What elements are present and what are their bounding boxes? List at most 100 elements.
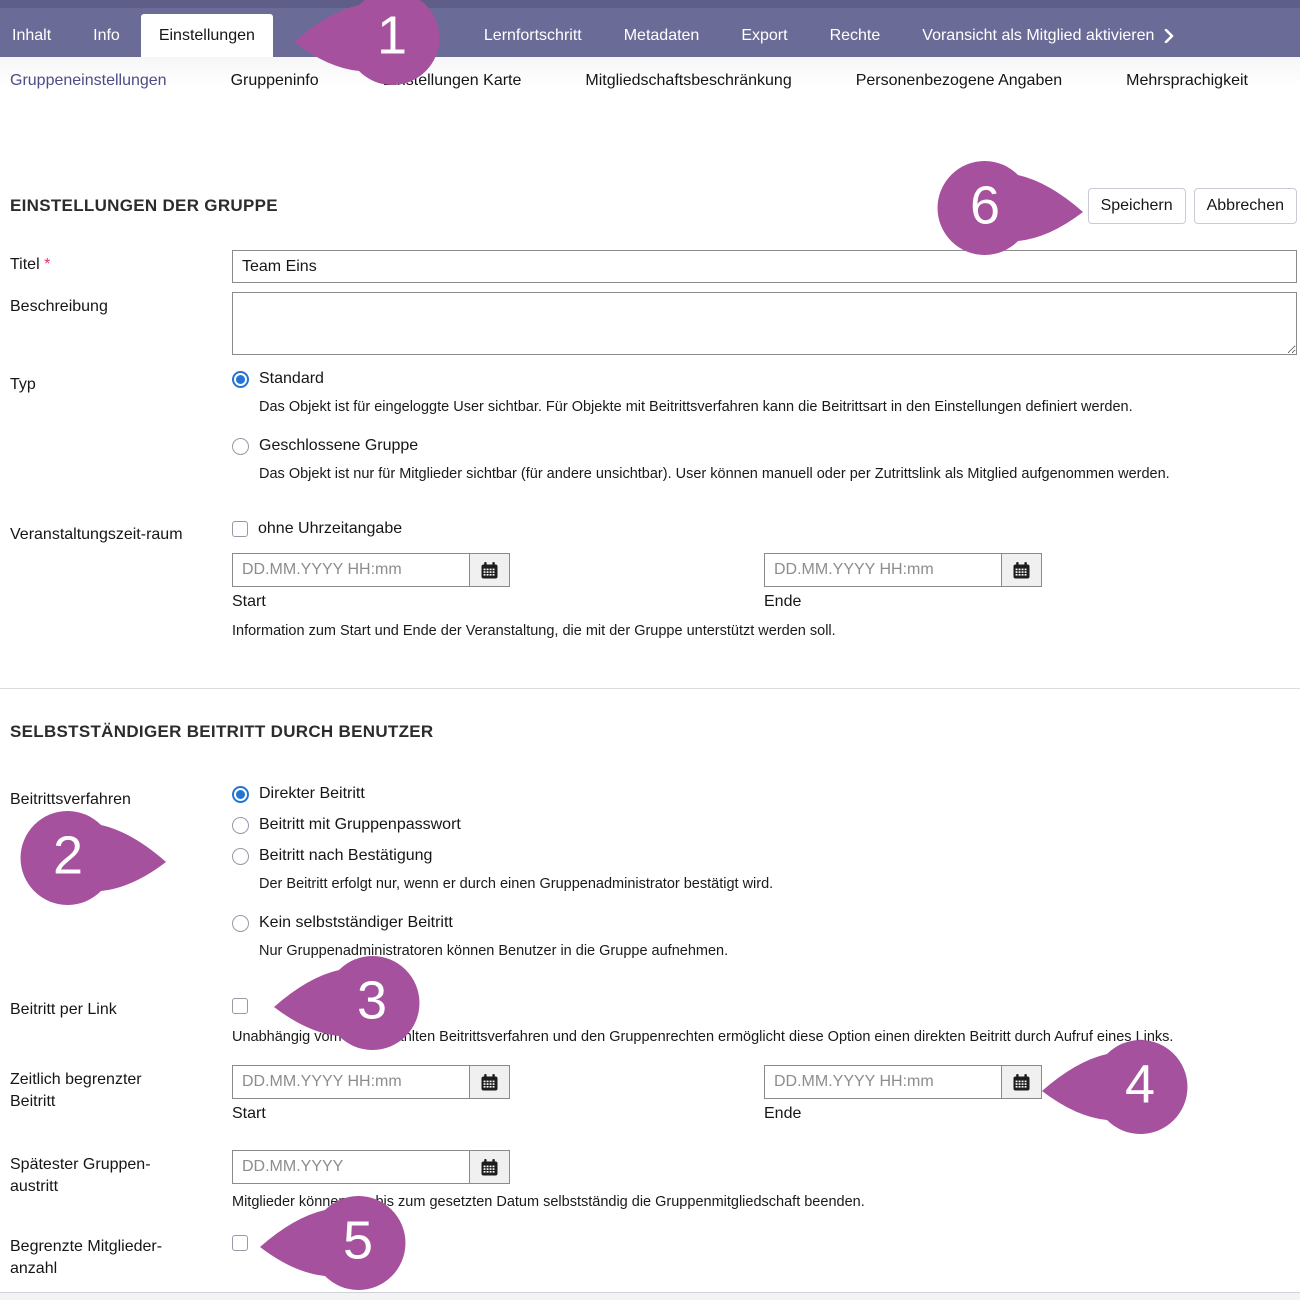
radio-standard-label[interactable]: Standard — [259, 370, 324, 387]
tab-einstellungen[interactable]: Einstellungen — [140, 14, 273, 57]
beitrittsverfahren-label: Beitrittsverfahren — [10, 791, 131, 808]
radio-nach-bestaetigung-label[interactable]: Beitritt nach Bestätigung — [259, 847, 433, 864]
beitritt-start-column: Start — [232, 1065, 510, 1123]
beitritt-ende-calendar-button[interactable] — [1001, 1066, 1041, 1098]
event-ende-date-input[interactable] — [765, 554, 1001, 586]
beitritt-per-link-label: Beitritt per Link — [10, 1001, 117, 1018]
radio-option-gruppenpasswort[interactable]: Beitritt mit Gruppenpasswort — [232, 816, 1297, 834]
beitritt-start-calendar-button[interactable] — [469, 1066, 509, 1098]
radio-option-direkter-beitritt[interactable]: Direkter Beitritt — [232, 785, 1297, 803]
radio-option-geschlossene-gruppe[interactable]: Geschlossene Gruppe — [232, 437, 1297, 455]
required-asterisk: * — [44, 256, 51, 273]
event-start-column: Start — [232, 553, 510, 611]
section-beitritt-title: SELBSTSTÄNDIGER BEITRITT DURCH BENUTZER — [10, 722, 434, 741]
event-start-caption: Start — [232, 593, 266, 610]
beitritt-per-link-checkbox[interactable] — [232, 998, 248, 1014]
event-ende-date-group — [764, 553, 1042, 587]
checkbox-option-ohne-uhrzeitangabe[interactable]: ohne Uhrzeitangabe — [232, 520, 1297, 538]
subtab-gruppeninfo[interactable]: Gruppeninfo — [230, 72, 319, 89]
austritt-calendar-button[interactable] — [469, 1151, 509, 1183]
radio-gruppenpasswort-label[interactable]: Beitritt mit Gruppenpasswort — [259, 816, 461, 833]
field-zeitlich-begrenzter-beitritt: Zeitlich begrenzter Beitritt Start — [10, 1065, 1297, 1123]
calendar-icon — [481, 1073, 498, 1090]
chevron-right-icon — [1164, 28, 1174, 43]
beitritt-ende-column: Ende — [764, 1065, 1042, 1123]
calendar-icon — [481, 561, 498, 578]
subtab-einstellungen-karte[interactable]: Einstellungen Karte — [382, 72, 522, 89]
beitritt-start-date-input[interactable] — [233, 1066, 469, 1098]
radio-gruppenpasswort[interactable] — [232, 816, 249, 834]
tab-inhalt[interactable]: Inhalt — [12, 26, 52, 44]
austritt-date-input[interactable] — [233, 1151, 469, 1183]
tab-voransicht-label: Voransicht als Mitglied aktivieren — [922, 26, 1155, 44]
tab-export[interactable]: Export — [741, 26, 788, 44]
zeitlich-begrenzter-beitritt-label: Zeitlich begrenzter Beitritt — [10, 1071, 142, 1110]
begrenzte-mitgliederanzahl-checkbox[interactable] — [232, 1235, 248, 1251]
radio-geschlossene-gruppe[interactable] — [232, 437, 249, 455]
tab-info[interactable]: Info — [93, 26, 120, 44]
radio-option-nach-bestaetigung[interactable]: Beitritt nach Bestätigung — [232, 847, 1297, 865]
beitritt-start-date-group — [232, 1065, 510, 1099]
austritt-date-group — [232, 1150, 510, 1184]
veranstaltungszeitraum-byline: Information zum Start und Ende der Veran… — [232, 623, 836, 639]
calendar-icon — [481, 1158, 498, 1175]
event-start-calendar-button[interactable] — [469, 554, 509, 586]
subtab-gruppeneinstellungen[interactable]: Gruppeneinstellungen — [10, 72, 167, 89]
radio-kein-beitritt-label[interactable]: Kein selbstständiger Beitritt — [259, 914, 453, 932]
radio-geschlossene-gruppe-description: Das Objekt ist nur für Mitglieder sichtb… — [259, 466, 1170, 483]
titel-label: Titel * — [10, 256, 51, 273]
radio-direkter-beitritt[interactable] — [232, 785, 249, 803]
field-spaetester-gruppenaustritt: Spätester Gruppen-austritt Mitglieder kö… — [10, 1150, 1297, 1212]
ohne-uhrzeitangabe-checkbox[interactable] — [232, 521, 248, 537]
beitritt-per-link-byline: Unabhängig vom ausgewählten Beitrittsver… — [232, 1029, 1174, 1045]
cancel-button[interactable]: Abbrechen — [1193, 188, 1297, 224]
veranstaltungszeitraum-label: Veranstaltungszeit-raum — [10, 526, 183, 543]
field-veranstaltungszeitraum: Veranstaltungszeit-raum ohne Uhrzeitanga… — [10, 520, 1297, 641]
section-beitritt-header: SELBSTSTÄNDIGER BEITRITT DURCH BENUTZER — [10, 714, 1297, 742]
field-titel: Titel * — [10, 250, 1297, 283]
radio-standard-description: Das Objekt ist für eingeloggte User sich… — [259, 399, 1133, 415]
tab-lernfortschritt[interactable]: Lernfortschritt — [483, 26, 582, 44]
tab-rechte[interactable]: Rechte — [829, 26, 881, 44]
ohne-uhrzeitangabe-label[interactable]: ohne Uhrzeitangabe — [258, 520, 403, 537]
subtab-mehrsprachigkeit[interactable]: Mehrsprachigkeit — [1126, 72, 1248, 89]
radio-kein-beitritt-description: Nur Gruppenadministratoren können Benutz… — [259, 943, 729, 960]
beitritt-ende-date-input[interactable] — [765, 1066, 1001, 1098]
sub-navigation: Gruppeneinstellungen Gruppeninfo Einstel… — [0, 57, 1300, 105]
tab-metadaten[interactable]: Metadaten — [623, 26, 700, 44]
tab-voransicht-als-mitglied[interactable]: Voransicht als Mitglied aktivieren — [901, 0, 1195, 57]
radio-geschlossene-gruppe-label[interactable]: Geschlossene Gruppe — [259, 437, 419, 455]
beschreibung-label: Beschreibung — [10, 298, 108, 315]
top-navigation: Inhalt Info Einstellungen Lernfortschrit… — [0, 0, 1300, 57]
radio-nach-bestaetigung[interactable] — [232, 847, 249, 865]
beitritt-ende-date-group — [764, 1065, 1042, 1099]
beitritt-start-caption: Start — [232, 1105, 266, 1122]
field-typ: Typ Standard Das Objekt ist für eingelog… — [10, 370, 1297, 505]
calendar-icon — [1013, 561, 1030, 578]
titel-input[interactable] — [232, 250, 1297, 283]
radio-nach-bestaetigung-description: Der Beitritt erfolgt nur, wenn er durch … — [259, 876, 774, 892]
subtab-personenbezogene-angaben[interactable]: Personenbezogene Angaben — [855, 72, 1063, 89]
radio-direkter-beitritt-label[interactable]: Direkter Beitritt — [259, 785, 365, 802]
beschreibung-textarea[interactable] — [232, 292, 1297, 355]
section-settings-header: EINSTELLUNGEN DER GRUPPE Speichern Abbre… — [10, 188, 1297, 224]
calendar-icon — [1013, 1073, 1030, 1090]
bottom-divider — [0, 1292, 1300, 1293]
event-start-date-input[interactable] — [233, 554, 469, 586]
radio-option-kein-beitritt[interactable]: Kein selbstständiger Beitritt — [232, 914, 1297, 932]
radio-option-standard[interactable]: Standard — [232, 370, 1297, 388]
beitritt-ende-caption: Ende — [764, 1105, 802, 1122]
subtab-mitgliedschaftsbeschraenkung[interactable]: Mitgliedschaftsbeschränkung — [585, 72, 792, 89]
field-begrenzte-mitgliederanzahl: Begrenzte Mitglieder-anzahl — [10, 1232, 1297, 1279]
event-ende-calendar-button[interactable] — [1001, 554, 1041, 586]
section-divider — [0, 688, 1300, 689]
section-settings-title: EINSTELLUNGEN DER GRUPPE — [10, 196, 278, 215]
form-actions: Speichern Abbrechen — [1087, 188, 1297, 224]
begrenzte-mitgliederanzahl-label: Begrenzte Mitglieder-anzahl — [10, 1238, 163, 1277]
save-button[interactable]: Speichern — [1087, 188, 1186, 224]
footer-strip — [0, 1293, 1300, 1300]
radio-standard[interactable] — [232, 370, 249, 388]
typ-label: Typ — [10, 376, 36, 393]
radio-kein-beitritt[interactable] — [232, 914, 249, 932]
